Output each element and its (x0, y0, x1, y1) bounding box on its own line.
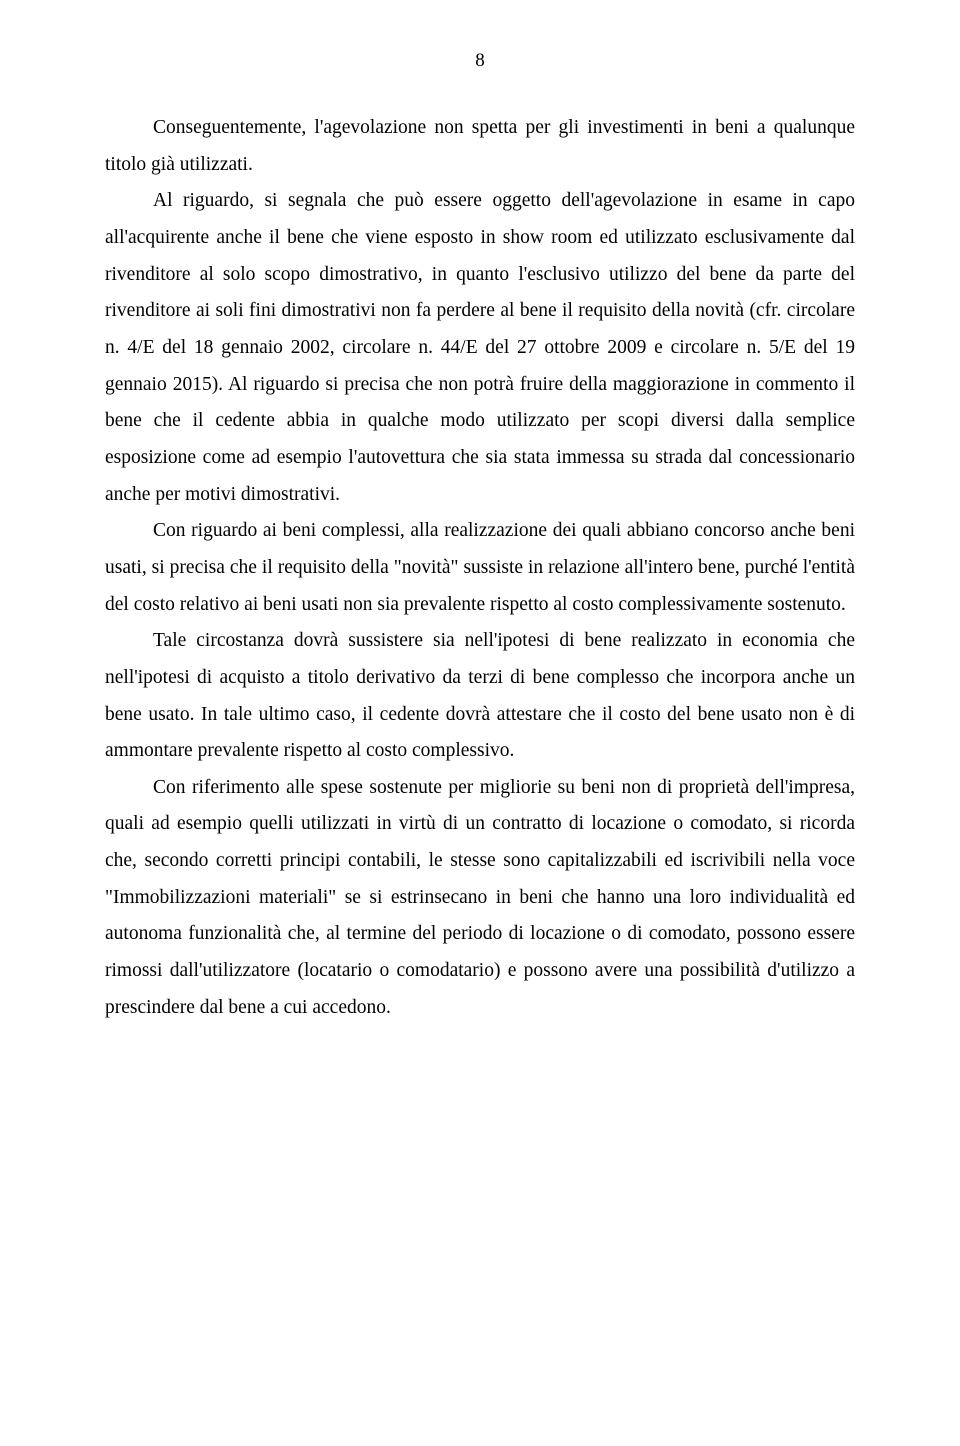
paragraph: Con riferimento alle spese sostenute per… (105, 770, 855, 1027)
page-number: 8 (105, 50, 855, 72)
paragraph: Al riguardo, si segnala che può essere o… (105, 183, 855, 513)
document-page: 8 Conseguentemente, l'agevolazione non s… (0, 0, 960, 1086)
paragraph: Con riguardo ai beni complessi, alla rea… (105, 513, 855, 623)
paragraph: Tale circostanza dovrà sussistere sia ne… (105, 623, 855, 770)
paragraph: Conseguentemente, l'agevolazione non spe… (105, 110, 855, 183)
